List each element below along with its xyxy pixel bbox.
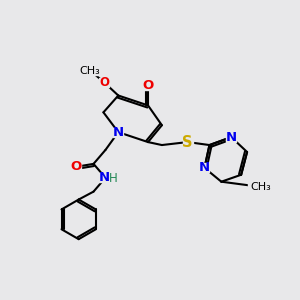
Text: O: O xyxy=(99,76,110,89)
Bar xyxy=(97,173,114,182)
Text: CH₃: CH₃ xyxy=(250,182,271,192)
Bar xyxy=(81,66,100,75)
Text: N: N xyxy=(99,171,110,184)
Bar xyxy=(143,81,153,90)
Bar xyxy=(248,182,270,191)
Bar xyxy=(226,133,236,142)
Bar xyxy=(100,78,110,87)
Bar xyxy=(113,128,123,136)
Bar xyxy=(71,162,81,171)
Text: H: H xyxy=(109,172,118,185)
Text: CH₃: CH₃ xyxy=(79,66,100,76)
Text: O: O xyxy=(70,160,81,173)
Text: N: N xyxy=(113,126,124,139)
Bar xyxy=(183,138,193,146)
Bar xyxy=(200,164,209,172)
Text: N: N xyxy=(199,161,210,174)
Text: N: N xyxy=(226,130,237,144)
Text: S: S xyxy=(182,135,193,150)
Text: O: O xyxy=(142,79,154,92)
